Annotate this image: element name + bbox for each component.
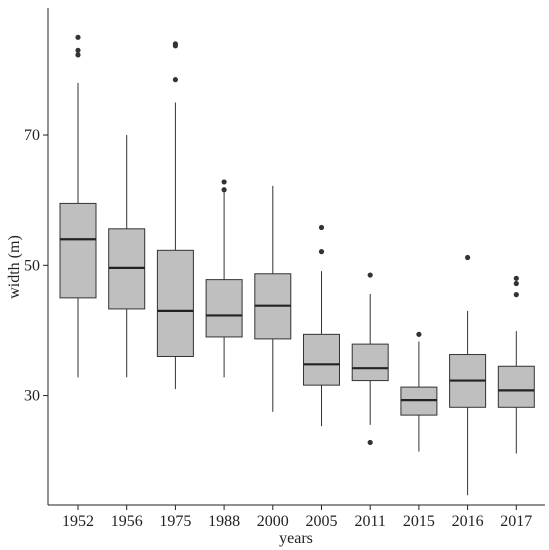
- y-tick-label: 50: [24, 257, 40, 274]
- box-iqr: [303, 333, 340, 386]
- box-2017: [497, 275, 535, 454]
- outlier-point: [367, 439, 373, 446]
- y-tick-label: 30: [24, 388, 40, 405]
- x-tick-label: 1952: [62, 513, 94, 530]
- box-1975: [156, 41, 194, 390]
- x-tick-label: 1988: [208, 513, 240, 530]
- outlier-point: [221, 187, 227, 193]
- outlier-point: [75, 52, 81, 58]
- outlier-point: [221, 179, 227, 185]
- outlier-point: [172, 77, 178, 83]
- x-tick-label: 1975: [159, 513, 191, 530]
- box-2011: [351, 272, 389, 446]
- outlier-point: [318, 249, 325, 255]
- plot-area: [59, 34, 535, 496]
- y-tick-label: 70: [24, 127, 40, 144]
- x-axis-title: years: [279, 530, 313, 547]
- outlier-point: [75, 34, 81, 40]
- x-tick-label: 2016: [452, 513, 484, 530]
- x-tick-label: 2011: [354, 513, 385, 530]
- outlier-point: [318, 224, 325, 231]
- box-2015: [400, 331, 438, 452]
- box-1952: [59, 34, 97, 378]
- box-2005: [303, 224, 340, 427]
- outlier-point: [513, 275, 519, 281]
- box-iqr: [205, 279, 243, 338]
- y-axis-ticks: 30 50 70: [24, 127, 48, 405]
- box-1956: [108, 135, 146, 378]
- outlier-point: [513, 292, 519, 298]
- x-tick-label: 2005: [306, 513, 338, 530]
- box-iqr: [351, 343, 389, 382]
- outlier-point: [465, 254, 471, 261]
- x-tick-label: 1956: [111, 513, 143, 530]
- box-iqr: [156, 249, 194, 357]
- y-axis-title: width (m): [6, 235, 23, 299]
- outlier-point: [367, 272, 373, 278]
- box-1988: [205, 179, 243, 378]
- outlier-point: [513, 280, 519, 287]
- box-iqr: [59, 202, 97, 299]
- outlier-point: [416, 331, 422, 337]
- outlier-point: [172, 43, 178, 49]
- x-tick-label: 2000: [257, 513, 289, 530]
- box-2000: [254, 185, 292, 412]
- x-tick-label: 2015: [403, 513, 435, 530]
- box-iqr: [497, 365, 535, 408]
- outlier-point: [75, 47, 81, 53]
- x-tick-label: 2017: [500, 513, 532, 530]
- x-axis-ticks: 1952 1956 1975 1988 2000 2005 2011 2015 2016 2017: [62, 505, 532, 530]
- box-2016: [449, 254, 487, 496]
